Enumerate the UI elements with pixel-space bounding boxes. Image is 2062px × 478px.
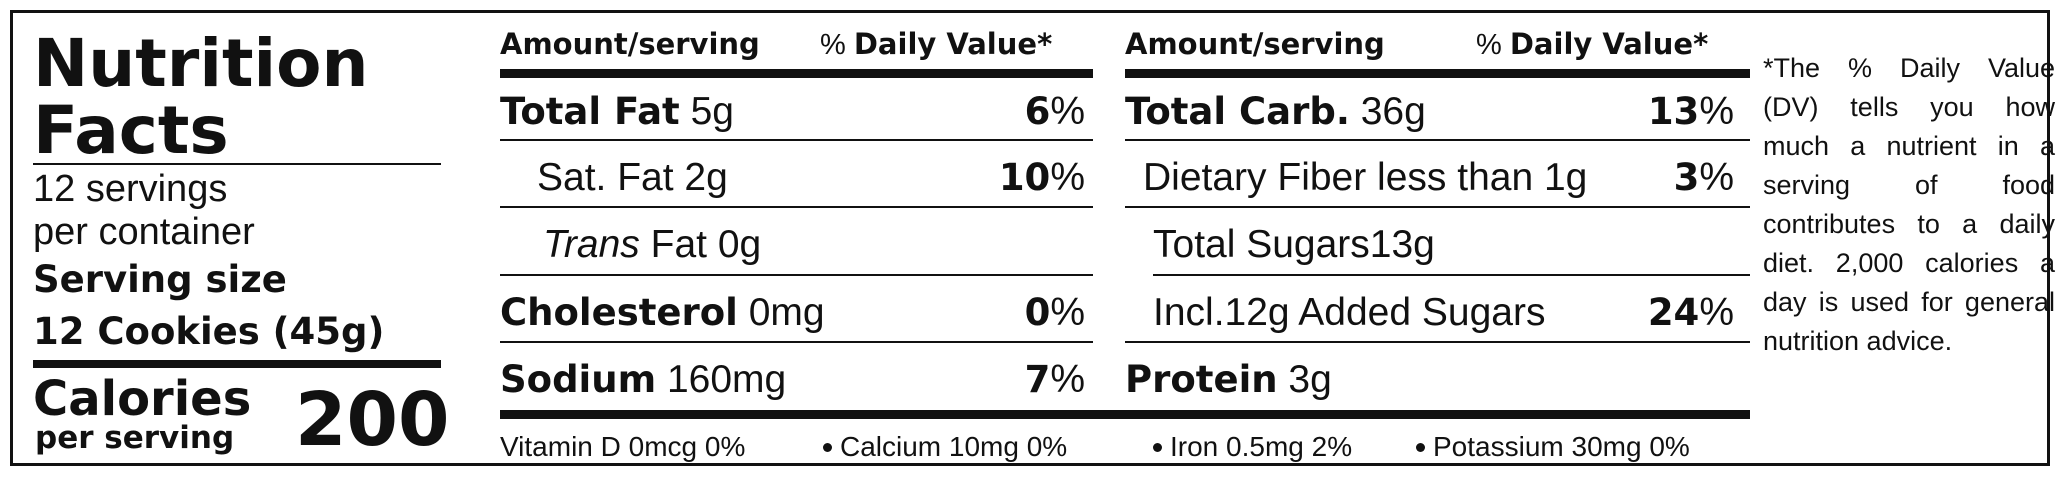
calories-value: 200 [295,377,450,463]
serving-size-label: Serving size [33,258,287,301]
row-dietary-fiber: Dietary Fiber less than 1g [1143,156,1588,199]
serving-size-value: 12 Cookies (45g) [33,310,385,353]
row-total-carb: Total Carb. 36g [1125,90,1426,133]
left-header-rule [500,69,1093,78]
serving-size-divider [33,360,441,368]
servings-per-container-line1: 12 servings [33,168,228,210]
row-cholesterol: Cholesterol 0mg [500,291,825,334]
pct-sodium: 7% [1024,358,1085,401]
calories-per-serving-label: per serving [35,420,235,456]
left-header-daily-value: % Daily Value* [820,27,1053,61]
row-divider [500,139,1093,141]
vitamins-rule [500,410,1750,419]
servings-per-container-line2: per container [33,211,255,253]
title-facts: Facts [33,92,229,169]
pct-sat-fat: 10% [998,156,1085,199]
right-header-rule [1125,69,1750,78]
vitamin-d: Vitamin D 0mcg 0% [500,431,746,462]
title-nutrition: Nutrition [33,25,369,102]
daily-value-footnote: *The % Daily Value (DV) tells you how mu… [1763,53,2055,356]
row-divider [1153,274,1750,276]
bullet-icon [823,442,832,452]
title-divider [33,163,441,165]
right-header-daily-value: % Daily Value* [1476,27,1709,61]
calcium: Calcium 10mg 0% [823,431,1067,463]
row-divider [1125,341,1750,343]
row-total-fat: Total Fat 5g [500,90,734,133]
row-divider [1125,206,1750,208]
row-divider [500,341,1093,343]
iron: Iron 0.5mg 2% [1153,431,1352,463]
row-protein: Protein 3g [1125,358,1332,401]
bullet-icon [1416,442,1425,452]
row-divider [500,206,1093,208]
row-divider [500,274,1093,276]
pct-added-sugars: 24% [1647,291,1734,334]
pct-cholesterol: 0% [1024,291,1085,334]
right-header-amount: Amount/serving [1125,27,1385,61]
row-total-sugars: Total Sugars13g [1153,223,1435,266]
pct-total-carb: 13% [1647,90,1734,133]
row-sat-fat: Sat. Fat 2g [537,156,728,199]
nutrition-facts-label: Nutrition Facts 12 servings per containe… [10,10,2055,466]
row-sodium: Sodium 160mg [500,358,787,401]
calories-label: Calories [33,371,252,427]
pct-dietary-fiber: 3% [1673,156,1734,199]
bullet-icon [1153,442,1162,452]
row-added-sugars: Incl.12g Added Sugars [1153,291,1546,334]
row-divider [1125,139,1750,141]
potassium: Potassium 30mg 0% [1416,431,1690,463]
left-header-amount: Amount/serving [500,27,760,61]
row-trans-fat: Trans Fat 0g [543,223,762,266]
pct-total-fat: 6% [1024,90,1085,133]
